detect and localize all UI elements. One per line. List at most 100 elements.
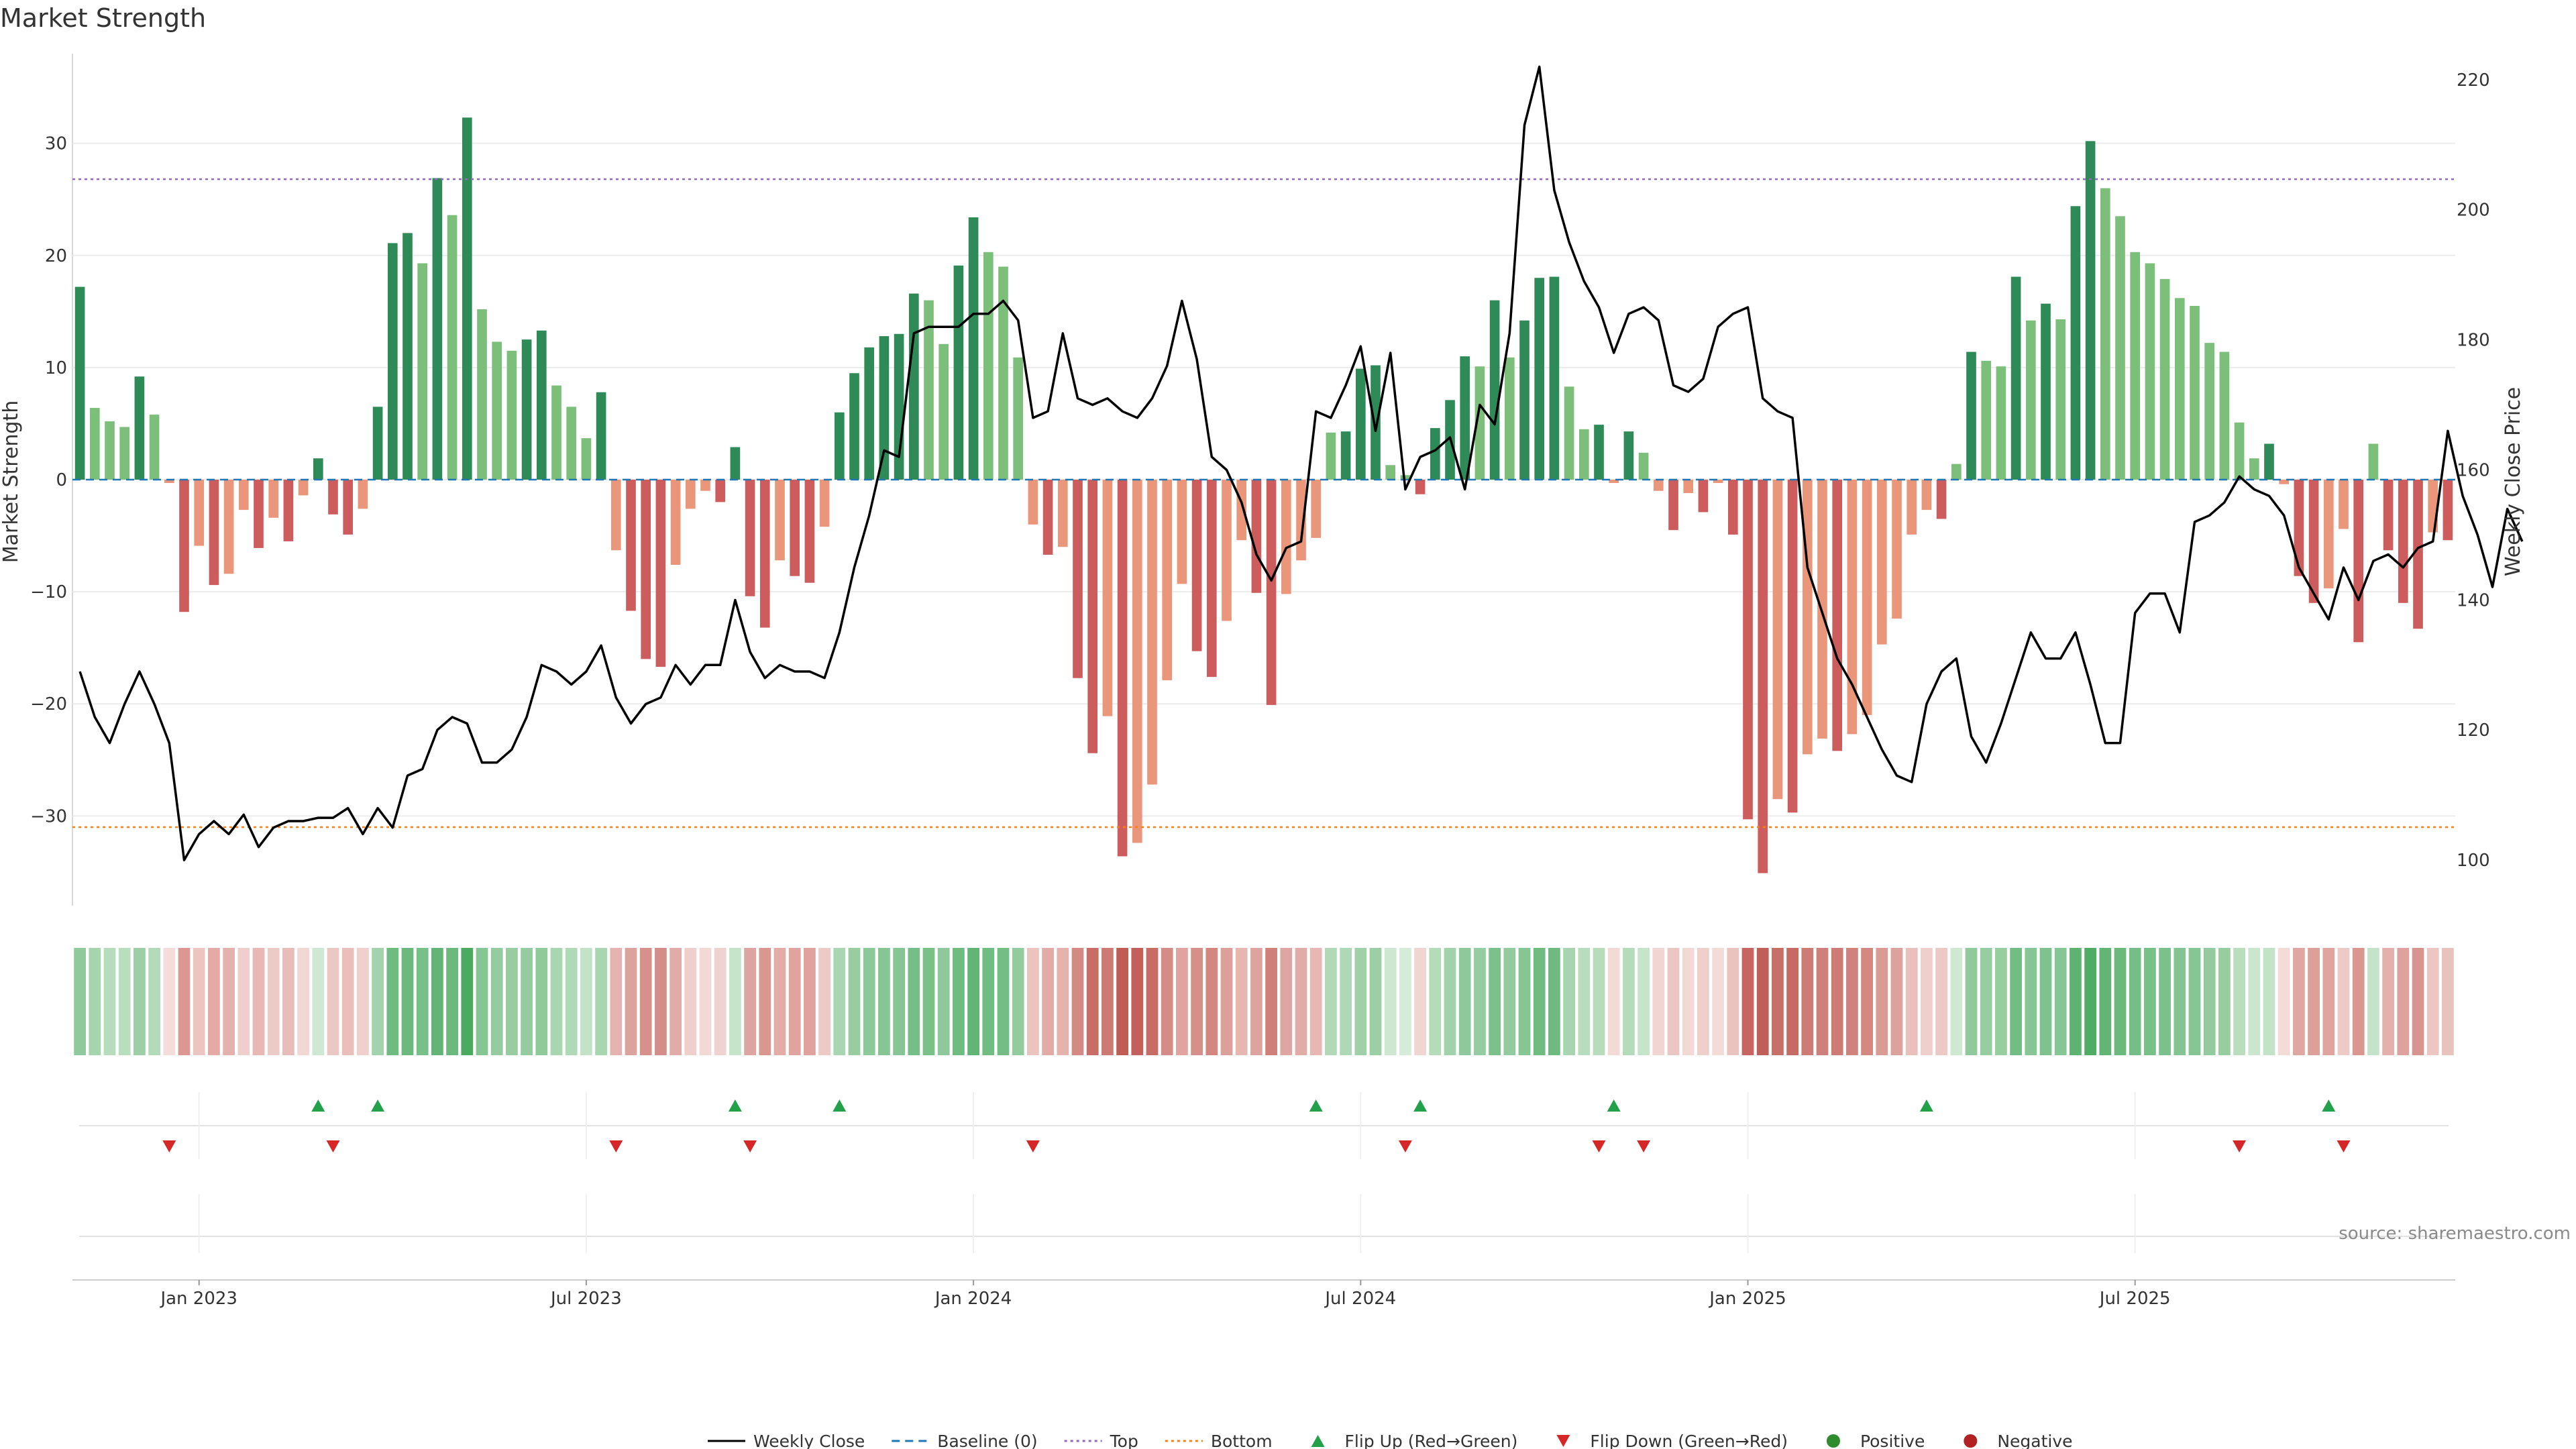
strength-strip-cell: [223, 948, 235, 1055]
strength-strip-cell: [1876, 948, 1888, 1055]
strength-bar: [238, 480, 249, 511]
strength-strip-cell: [2412, 948, 2424, 1055]
strength-bar: [1236, 480, 1247, 541]
strength-strip-cell: [1340, 948, 1352, 1055]
strength-bar: [2249, 458, 2259, 480]
strength-strip-cell: [1921, 948, 1933, 1055]
strength-bar: [2085, 141, 2096, 480]
strength-bar: [1713, 480, 1723, 484]
strength-bar: [670, 480, 681, 565]
strength-bar: [164, 480, 174, 484]
strength-bar: [983, 252, 994, 480]
strength-bar: [1371, 365, 1381, 480]
strength-strip-cell: [655, 948, 667, 1055]
strength-strip-cell: [1667, 948, 1680, 1055]
strength-bar: [1564, 386, 1574, 480]
strength-bar: [283, 480, 294, 541]
strength-bar: [1862, 480, 1872, 715]
strength-strip-cell: [476, 948, 488, 1055]
strength-bar: [1340, 431, 1351, 480]
strength-bar: [477, 309, 487, 480]
strength-bar: [1281, 480, 1291, 594]
strength-bar: [1802, 480, 1813, 755]
strength-strip-cell: [1563, 948, 1575, 1055]
strength-bar: [2010, 276, 2021, 480]
strength-strip-cell: [1399, 948, 1411, 1055]
strength-strip-cell: [446, 948, 458, 1055]
legend: Weekly Close Baseline (0) Top Bottom Flip Up…: [708, 1432, 2073, 1449]
strength-strip-cell: [1458, 948, 1471, 1055]
strength-strip-cell: [669, 948, 682, 1055]
strength-strip-cell: [1935, 948, 1947, 1055]
strength-bar: [1638, 452, 1649, 480]
y-tick-label-right: 140: [2457, 590, 2490, 610]
strength-strip-cell: [863, 948, 875, 1055]
strength-strip-cell: [2233, 948, 2245, 1055]
strength-bar: [119, 427, 130, 480]
strength-bar: [610, 480, 621, 551]
strength-strip-cell: [1786, 948, 1799, 1055]
left-axis: 30 20 10 0 −10 −20 −30: [30, 134, 67, 827]
strength-bar: [1430, 428, 1440, 480]
strength-strip-cell: [386, 948, 399, 1055]
legend-item: Top: [1064, 1432, 1138, 1449]
strength-bar: [1907, 480, 1917, 535]
strength-bar: [2145, 263, 2155, 480]
strength-bar: [89, 408, 100, 480]
strength-strip-cell: [431, 948, 443, 1055]
strength-strip-cell: [788, 948, 801, 1055]
strength-strip-cell: [908, 948, 920, 1055]
flip-up-marker: [371, 1099, 385, 1112]
strength-strip-cell: [1772, 948, 1784, 1055]
y-tick-label-left: 30: [45, 134, 67, 154]
strength-bar: [1326, 432, 1336, 480]
strength-strip-cell: [1816, 948, 1829, 1055]
strength-strip-cell: [1102, 948, 1114, 1055]
strength-strip-cell: [2337, 948, 2350, 1055]
strength-bar: [1787, 480, 1798, 813]
strength-strip-cell: [2397, 948, 2410, 1055]
strength-strip-cell: [312, 948, 325, 1055]
grid-layer: [72, 54, 2455, 906]
strength-bar: [536, 330, 547, 480]
strength-strip-cell: [1131, 948, 1144, 1055]
strength-bar: [1743, 480, 1753, 820]
strength-strip-cell: [282, 948, 294, 1055]
strength-strip-cell: [2129, 948, 2141, 1055]
strength-strip-cell: [1042, 948, 1054, 1055]
strength-bar: [1876, 480, 1887, 645]
strength-strip-cell: [744, 948, 756, 1055]
strength-bar: [1817, 480, 1827, 739]
strength-bar: [2279, 480, 2290, 484]
strength-strip-cell: [1578, 948, 1591, 1055]
strength-bar: [655, 480, 666, 667]
strength-bar: [2025, 320, 2036, 480]
strength-strip-cell: [2442, 948, 2454, 1055]
x-axis: Jan 2023 Jul 2023 Jan 2024 Jul 2024 Jan 2025…: [72, 1279, 2455, 1309]
strength-bar: [1102, 480, 1113, 716]
strength-strip-cell: [1727, 948, 1739, 1055]
strength-strip-cell: [2054, 948, 2067, 1055]
strength-bar: [372, 407, 383, 480]
strength-bar: [745, 480, 755, 596]
legend-label: Weekly Close: [753, 1432, 865, 1449]
strength-strip-cell: [684, 948, 697, 1055]
strength-bar: [938, 343, 949, 480]
strength-strip-cell: [1220, 948, 1233, 1055]
x-tick-label: Jul 2025: [2098, 1289, 2171, 1309]
strength-strip-cell: [1474, 948, 1486, 1055]
strength-bar: [1296, 480, 1306, 561]
strength-strip-cell: [1027, 948, 1039, 1055]
legend-item: Negative: [1964, 1432, 2073, 1449]
flip-markers-panel: [79, 1092, 2449, 1253]
flip-up-marker: [1919, 1099, 1933, 1112]
strength-bar: [953, 265, 964, 480]
y-tick-label-left: −10: [30, 582, 67, 602]
strength-strip-cell: [297, 948, 309, 1055]
strength-strip-cell: [2114, 948, 2127, 1055]
strength-strip-cell: [1369, 948, 1382, 1055]
strength-bar: [313, 458, 323, 480]
strength-strip-cell: [118, 948, 131, 1055]
strength-strip-cell: [1518, 948, 1531, 1055]
